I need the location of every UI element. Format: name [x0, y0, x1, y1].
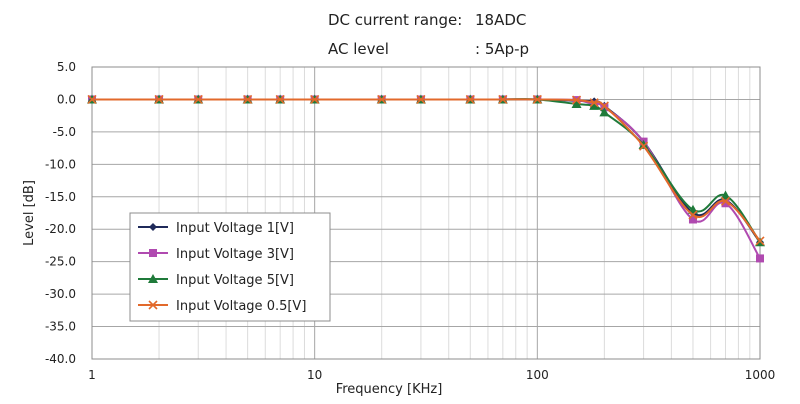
- title-line-1-value: 18ADC: [475, 11, 526, 29]
- data-point: [532, 94, 542, 105]
- y-tick-label: -35.0: [45, 320, 76, 334]
- data-point: [243, 94, 253, 105]
- x-tick-label: 10: [307, 368, 322, 382]
- legend-entry: Input Voltage 1[V]: [138, 221, 294, 236]
- legend-entry: Input Voltage 3[V]: [138, 247, 294, 262]
- legend-swatch-marker: [148, 300, 158, 310]
- legend-label: Input Voltage 5[V]: [176, 273, 294, 288]
- legend-box: [129, 212, 331, 322]
- legend-label: Input Voltage 1[V]: [176, 221, 294, 236]
- y-tick-label: -20.0: [45, 222, 76, 236]
- data-point: [589, 98, 599, 108]
- data-point: [87, 94, 97, 105]
- legend-swatch-marker: [149, 249, 157, 257]
- y-axis-tick-labels: 5.0 0.0 -5.0 -10.0 -15.0 -20.0 -25.0 -30.0 -35.0…: [45, 60, 76, 366]
- data-point: [599, 107, 610, 117]
- data-point: [721, 199, 730, 208]
- legend: Input Voltage 1[V] Input Voltage 3[V] Inpu…: [129, 212, 331, 322]
- legend-entry: Input Voltage 5[V]: [138, 273, 294, 288]
- data-point: [755, 236, 765, 246]
- title-line-1-label: DC current range:: [328, 11, 462, 29]
- data-point: [498, 94, 508, 105]
- x-axis-label: Frequency [KHz]: [336, 382, 443, 397]
- data-point: [193, 94, 203, 105]
- y-tick-label: -15.0: [45, 190, 76, 204]
- data-point: [571, 95, 582, 105]
- x-axis-tick-labels: 1 10 100 1000: [88, 368, 775, 382]
- title-line-2-label: AC level: [328, 40, 389, 58]
- series-line: [91, 98, 761, 242]
- y-tick-label: -40.0: [45, 352, 76, 366]
- data-point: [416, 94, 426, 105]
- data-point: [465, 94, 475, 105]
- plot-area: [91, 66, 761, 360]
- data-point: [589, 100, 600, 110]
- y-tick-label: -30.0: [45, 287, 76, 301]
- y-axis-label: Level [dB]: [22, 180, 37, 246]
- data-point: [720, 196, 731, 206]
- data-point: [638, 139, 649, 149]
- x-tick-label: 100: [526, 368, 549, 382]
- y-tick-label: -10.0: [45, 157, 76, 171]
- chart-title: DC current range: 18ADC AC level : 5Ap-p: [328, 11, 529, 58]
- y-tick-label: 0.0: [57, 92, 76, 106]
- data-point: [720, 190, 731, 200]
- data-point: [756, 254, 764, 263]
- data-point: [688, 210, 698, 220]
- data-point: [639, 141, 649, 151]
- series-layer: [87, 94, 765, 263]
- legend-swatch-marker: [149, 223, 157, 231]
- legend-label: Input Voltage 3[V]: [176, 247, 294, 262]
- data-point: [571, 98, 582, 108]
- x-tick-label: 1: [88, 368, 96, 382]
- y-tick-label: -5.0: [53, 125, 76, 139]
- data-point: [688, 215, 697, 224]
- minor-gridlines: [158, 67, 751, 359]
- data-point: [599, 101, 609, 111]
- legend-label: Input Voltage 0.5[V]: [176, 299, 306, 314]
- legend-swatch-marker: [148, 274, 158, 283]
- legend-entry: Input Voltage 0.5[V]: [138, 299, 306, 314]
- data-point: [154, 94, 164, 105]
- series-4: [87, 94, 765, 246]
- data-point: [275, 94, 285, 105]
- x-tick-label: 1000: [745, 368, 776, 382]
- y-tick-label: 5.0: [57, 60, 76, 74]
- data-point: [377, 94, 387, 105]
- y-tick-label: -25.0: [45, 255, 76, 269]
- title-line-2-value: : 5Ap-p: [475, 40, 529, 58]
- data-point: [310, 94, 320, 105]
